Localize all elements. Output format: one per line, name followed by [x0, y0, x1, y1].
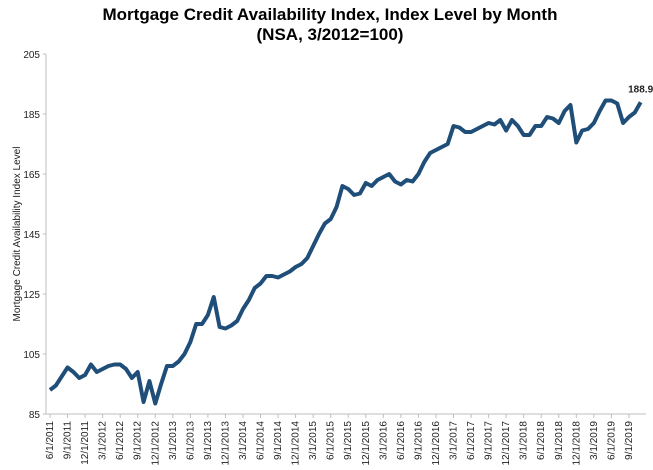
- x-tick-label: 12/1/2013: [220, 421, 231, 466]
- x-tick-label: 9/1/2015: [343, 421, 354, 460]
- chart-title: Mortgage Credit Availability Index, Inde…: [103, 5, 558, 24]
- y-axis-label: Mortgage Credit Availability Index Level: [12, 147, 23, 322]
- y-tick-label: 145: [23, 230, 40, 241]
- x-tick-label: 3/1/2012: [98, 421, 109, 460]
- x-tick-label: 12/1/2012: [150, 421, 161, 466]
- x-tick-label: 3/1/2014: [238, 421, 249, 460]
- x-tick-label: 3/1/2017: [449, 421, 460, 460]
- x-tick-label: 9/1/2018: [554, 421, 565, 460]
- x-tick-label: 3/1/2016: [378, 421, 389, 460]
- x-tick-label: 9/1/2012: [133, 421, 144, 460]
- x-tick-label: 9/1/2019: [624, 421, 635, 460]
- x-tick-label: 9/1/2011: [63, 421, 74, 460]
- x-tick-label: 12/1/2017: [501, 421, 512, 466]
- x-tick-label: 6/1/2016: [396, 421, 407, 460]
- x-tick-label: 3/1/2019: [589, 421, 600, 460]
- y-tick-label: 105: [23, 350, 40, 361]
- x-tick-label: 3/1/2013: [168, 421, 179, 460]
- x-tick-label: 9/1/2016: [413, 421, 424, 460]
- x-tick-label: 6/1/2018: [536, 421, 547, 460]
- x-tick-label: 6/1/2012: [115, 421, 126, 460]
- y-tick-label: 125: [23, 290, 40, 301]
- data-label: 188.9: [628, 84, 653, 95]
- x-tick-label: 6/1/2015: [326, 421, 337, 460]
- x-tick-label: 12/1/2011: [80, 421, 91, 465]
- x-tick-label: 6/1/2013: [185, 421, 196, 460]
- chart-subtitle: (NSA, 3/2012=100): [257, 25, 404, 44]
- x-tick-label: 12/1/2018: [571, 421, 582, 466]
- y-tick-label: 165: [23, 170, 40, 181]
- x-tick-label: 6/1/2014: [256, 421, 267, 460]
- x-tick-label: 9/1/2014: [273, 421, 284, 460]
- x-tick-label: 3/1/2018: [519, 421, 530, 460]
- x-tick-label: 6/1/2017: [466, 421, 477, 460]
- x-tick-label: 3/1/2015: [308, 421, 319, 460]
- data-line: [48, 98, 643, 406]
- y-tick-label: 85: [29, 410, 41, 421]
- x-tick-label: 9/1/2017: [484, 421, 495, 460]
- x-tick-label: 12/1/2015: [361, 421, 372, 466]
- y-tick-label: 205: [23, 50, 40, 61]
- x-tick-label: 12/1/2016: [431, 421, 442, 466]
- x-tick-label: 9/1/2013: [203, 421, 214, 460]
- y-tick-label: 185: [23, 110, 40, 121]
- x-tick-label: 6/1/2011: [45, 421, 56, 460]
- x-tick-label: 12/1/2014: [291, 421, 302, 466]
- x-tick-label: 6/1/2019: [606, 421, 617, 460]
